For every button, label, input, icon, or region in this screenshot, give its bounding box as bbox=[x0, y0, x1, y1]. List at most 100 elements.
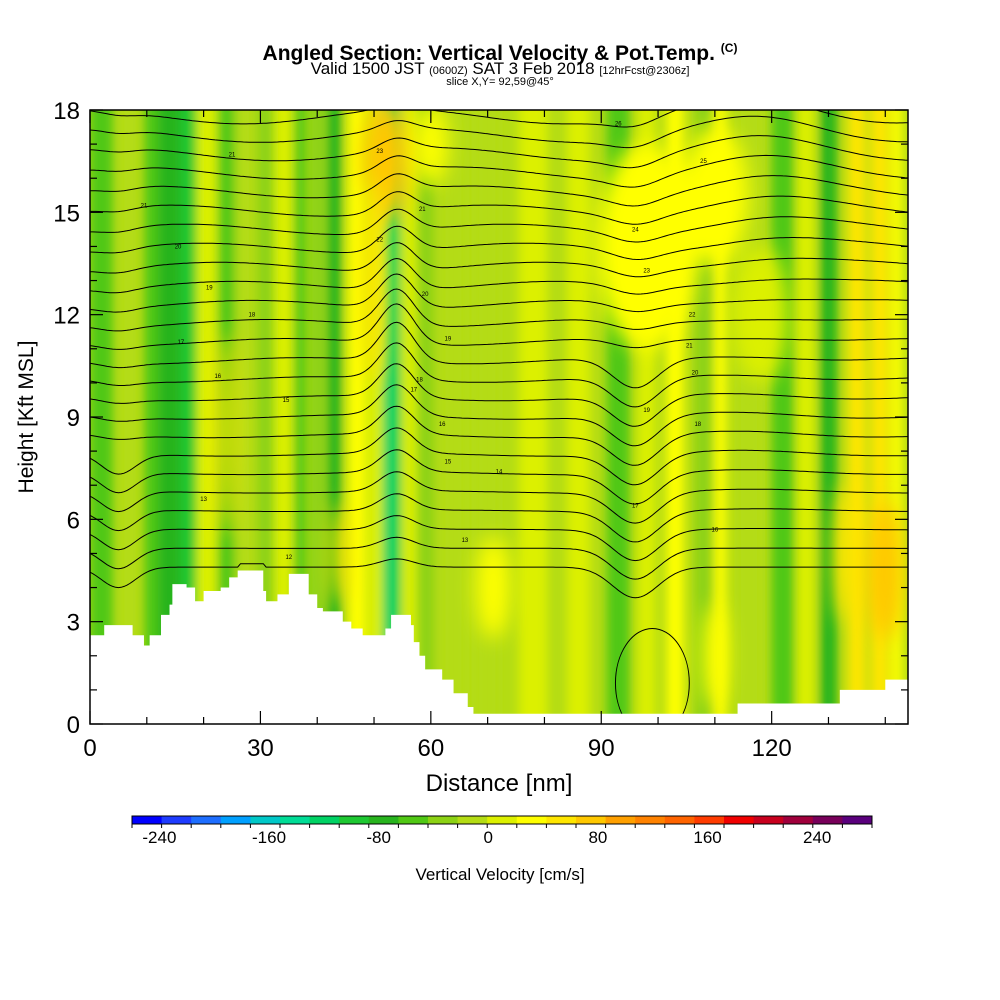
theta-contour-label-14: 17 bbox=[410, 388, 417, 394]
theta-contour-label-1: 21 bbox=[141, 204, 148, 210]
colorbar-swatch-10 bbox=[428, 816, 459, 824]
colorbar-tick-label-2: -80 bbox=[366, 828, 391, 847]
colorbar-tick-label-3: 0 bbox=[484, 828, 493, 847]
colorbar-tick-label-0: -240 bbox=[142, 828, 176, 847]
theta-contour-label-17: 14 bbox=[496, 470, 503, 476]
colorbar-tick-label-1: -160 bbox=[252, 828, 286, 847]
chart-title-qualifier: (C) bbox=[720, 41, 738, 55]
x-tick-label-4: 120 bbox=[752, 735, 792, 762]
theta-contour-label-2: 20 bbox=[175, 244, 182, 250]
colorbar-swatch-8 bbox=[368, 816, 399, 824]
colorbar-tick-label-6: 240 bbox=[803, 828, 831, 847]
theta-contour-label-3: 19 bbox=[206, 285, 213, 291]
colorbar-swatch-21 bbox=[753, 816, 784, 824]
theta-contour-label-16: 15 bbox=[445, 459, 452, 465]
y-axis-label: Height [Kft MSL] bbox=[15, 341, 38, 494]
theta-contour-25 bbox=[90, 79, 908, 106]
colorbar-swatch-3 bbox=[220, 816, 251, 824]
velocity-column-26 bbox=[714, 110, 727, 724]
theta-contour-13 bbox=[90, 288, 908, 332]
velocity-column-25 bbox=[694, 110, 713, 724]
velocity-column-28 bbox=[771, 110, 795, 724]
theta-contour-label-18: 13 bbox=[462, 538, 469, 544]
axis-ticks bbox=[89, 109, 908, 725]
theta-contour-label-23: 24 bbox=[632, 227, 639, 233]
velocity-column-1 bbox=[121, 110, 139, 724]
subtitle-zulu: (0600Z) bbox=[429, 65, 468, 77]
colorbar-swatch-2 bbox=[191, 816, 222, 824]
theta-contour-label-9: 22 bbox=[376, 238, 383, 244]
theta-contour-19 bbox=[90, 191, 908, 225]
velocity-column-17 bbox=[416, 110, 434, 724]
theta-contour-12 bbox=[90, 303, 908, 350]
theta-contour-closed bbox=[614, 628, 690, 724]
slice-info: slice X,Y= 92,59@45° bbox=[446, 76, 554, 88]
colorbar-swatch-22 bbox=[783, 816, 814, 824]
colorbar-tick-labels: -240 -160 -80 0 80 160 240 bbox=[142, 828, 831, 847]
y-tick-label-5: 15 bbox=[53, 200, 80, 227]
theta-contour-24 bbox=[90, 110, 908, 128]
colorbar-tick-label-4: 80 bbox=[588, 828, 607, 847]
terrain bbox=[90, 570, 908, 724]
velocity-column-5 bbox=[196, 110, 217, 724]
chart-title: Angled Section: Vertical Velocity & Pot.… bbox=[0, 36, 1000, 66]
theta-contour-label-24: 23 bbox=[643, 268, 650, 274]
theta-contour-label-0: 21 bbox=[229, 152, 236, 158]
colorbar-tick-label-5: 160 bbox=[693, 828, 721, 847]
theta-contour-3 bbox=[90, 493, 908, 543]
colorbar-swatch-1 bbox=[161, 816, 192, 824]
theta-contour-8 bbox=[90, 384, 908, 447]
velocity-patch-8 bbox=[703, 604, 727, 707]
colorbar-swatch-6 bbox=[309, 816, 340, 824]
colorbar-swatch-11 bbox=[457, 816, 488, 824]
theta-contour-2 bbox=[90, 515, 908, 562]
theta-contour-4 bbox=[90, 471, 908, 524]
velocity-column-32 bbox=[871, 110, 889, 724]
colorbar-swatch-18 bbox=[664, 816, 695, 824]
theta-contour-17 bbox=[90, 225, 908, 261]
colorbar-swatch-23 bbox=[812, 816, 843, 824]
theta-contour-5 bbox=[90, 449, 908, 505]
colorbar-swatch-19 bbox=[694, 816, 725, 824]
theta-contour-14 bbox=[90, 273, 908, 313]
x-tick-label-3: 90 bbox=[588, 735, 615, 762]
theta-contour-15 bbox=[90, 257, 908, 295]
y-tick-label-2: 6 bbox=[67, 507, 80, 534]
velocity-patch-9 bbox=[476, 536, 511, 639]
theta-contour-label-11: 20 bbox=[422, 292, 429, 298]
theta-contour-label-6: 16 bbox=[214, 374, 221, 380]
y-tick-label-0: 0 bbox=[67, 712, 80, 739]
velocity-patch-5 bbox=[731, 246, 789, 383]
velocity-patch-6 bbox=[868, 502, 903, 639]
velocity-column-19 bbox=[476, 110, 499, 724]
colorbar-swatch-4 bbox=[250, 816, 281, 824]
colorbar-label: Vertical Velocity [cm/s] bbox=[415, 865, 584, 884]
theta-contour-18 bbox=[90, 208, 908, 243]
theta-contour-label-7: 15 bbox=[283, 398, 290, 404]
plot-area: 21 21 20 19 18 17 16 15 23 22 21 20 19 18 17 16 15 14 13 13… bbox=[90, 79, 908, 724]
theta-contour-label-4: 18 bbox=[249, 313, 256, 319]
colorbar-swatch-7 bbox=[339, 816, 370, 824]
colorbar-swatch-9 bbox=[398, 816, 429, 824]
theta-contour-20 bbox=[90, 173, 908, 207]
theta-contour-1 bbox=[90, 536, 908, 580]
theta-contour-labels: 21 21 20 19 18 17 16 15 23 22 21 20 19 18 17 16 15 14 13 13… bbox=[141, 122, 719, 561]
theta-contour-6 bbox=[90, 427, 908, 486]
subtitle-forecast: [12hrFcst@2306z] bbox=[599, 65, 690, 77]
colorbar-swatch-12 bbox=[487, 816, 518, 824]
theta-contour-label-31: 16 bbox=[712, 528, 719, 534]
theta-contour-label-26: 21 bbox=[686, 343, 693, 349]
theta-contour-11 bbox=[90, 321, 908, 389]
colorbar-swatch-13 bbox=[516, 816, 547, 824]
colorbar-frame bbox=[131, 815, 873, 825]
theta-contour-9 bbox=[90, 363, 908, 427]
theta-contour-label-13: 18 bbox=[416, 377, 423, 383]
colorbar-swatch-5 bbox=[280, 816, 311, 824]
theta-contour-21 bbox=[90, 154, 908, 188]
chart-title-text: Angled Section: Vertical Velocity & Pot.… bbox=[262, 42, 715, 65]
colorbar-swatch-14 bbox=[546, 816, 577, 824]
chart-subtitle: Valid 1500 JST (0600Z) SAT 3 Feb 2018 [1… bbox=[0, 60, 1000, 80]
theta-contour-16 bbox=[90, 242, 908, 278]
theta-contour-label-10: 21 bbox=[419, 207, 426, 213]
